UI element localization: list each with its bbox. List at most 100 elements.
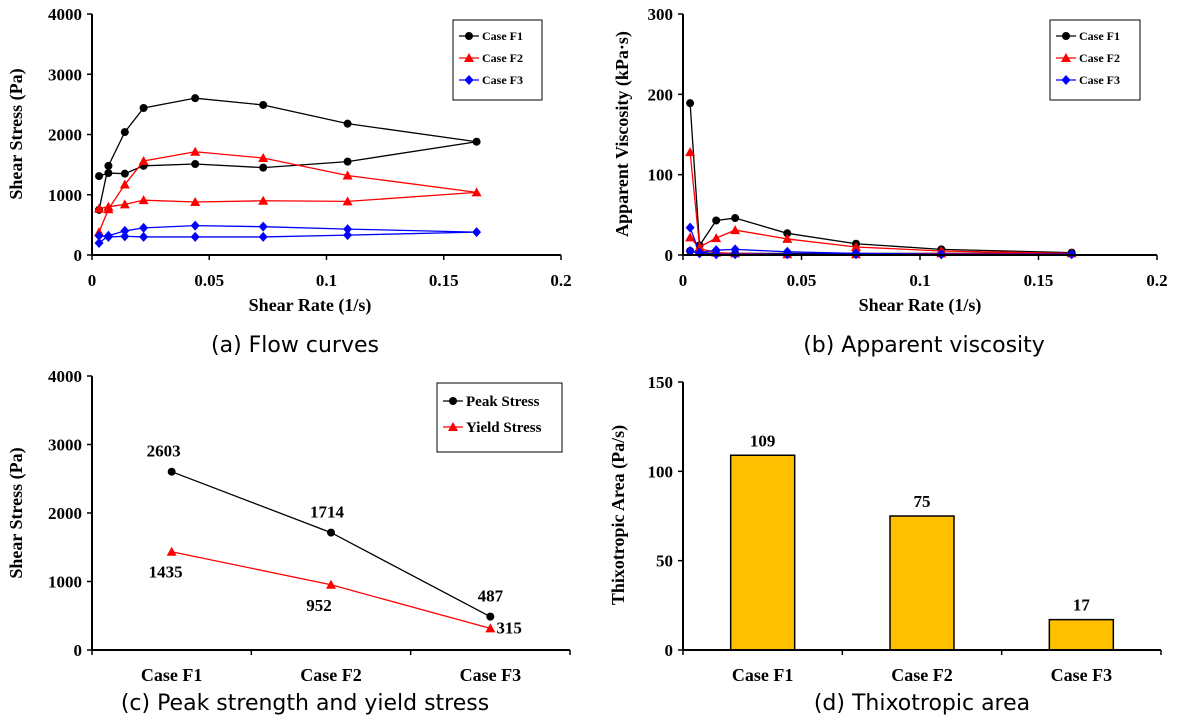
x-tick-label: 0.15 [429,271,459,290]
y-tick-label: 2000 [48,126,82,145]
data-point [166,546,177,556]
data-point [711,233,722,243]
data-point [712,216,721,225]
data-point [343,224,353,235]
data-point [139,103,148,112]
chart-caption: (d) Thixotropic area [814,691,1030,716]
chart-caption: (b) Apparent viscosity [803,333,1045,358]
chart-a: 0 1000 2000 3000 4000 0 0.05 0.1 0.15 0.2 Shear Ra… [6,5,572,358]
data-point [139,231,149,242]
data-point [342,196,353,206]
data-point [259,163,268,172]
bar [729,454,796,651]
y-tick-label: 4000 [48,5,82,24]
data-point [342,170,353,180]
data-label: 1435 [149,563,183,582]
x-tick-label: Case F1 [141,665,203,685]
data-label: 315 [496,618,522,637]
x-tick-label: 0.05 [787,271,817,290]
data-point [191,94,200,103]
data-point [327,528,335,537]
y-tick-label: 100 [648,462,674,481]
y-tick-label: 150 [648,373,674,392]
data-point [486,612,495,621]
series [685,147,1077,259]
y-tick-label: 0 [665,246,674,265]
series [94,146,482,237]
legend-label: Case F2 [1079,51,1120,65]
data-label: 109 [750,431,776,450]
data-point [120,225,130,236]
legend-marker [465,32,473,40]
data-point [258,152,269,162]
chart-d: 0 50 100 150 Case F1 Case F2 Case F3 109 75 17 Thi… [608,373,1162,716]
y-axis-label: Apparent Viscosity (kPa·s) [612,31,633,237]
data-point [685,222,695,233]
y-tick-label: 0 [74,641,83,660]
data-point [190,196,201,206]
x-tick-label: 0.1 [909,271,930,290]
data-point [94,237,104,248]
chart-c: 0 1000 2000 3000 4000 Case F1 Case F2 Case F3 26… [6,367,571,716]
data-point [167,467,176,476]
data-point [94,230,104,241]
x-tick-label: 0 [679,271,688,290]
data-point [685,147,696,157]
data-point [120,169,129,178]
legend-marker [464,53,474,62]
data-point [120,128,129,137]
y-tick-label: 4000 [48,367,82,386]
data-point [258,195,269,205]
data-point [343,230,353,241]
data-point [190,146,201,156]
series-line [98,97,477,210]
series-line [98,151,477,233]
y-axis-label: Shear Stress (Pa) [6,68,27,199]
y-tick-label: 1000 [48,186,82,205]
data-point [259,100,268,109]
bar [889,515,955,651]
data-label: 1714 [310,503,345,522]
data-point [686,99,695,108]
data-point [190,231,200,242]
series-line [689,103,1072,255]
legend-label: Case F1 [1079,29,1120,43]
legend-marker [1061,75,1071,85]
x-tick-label: 0.2 [1146,271,1167,290]
x-tick-label: 0.15 [1024,271,1054,290]
y-tick-label: 100 [648,166,674,185]
data-label: 952 [306,596,332,615]
x-axis-label: Shear Rate (1/s) [859,295,982,316]
data-point [695,248,705,259]
x-tick-label: 0.1 [316,271,337,290]
data-label: 487 [478,587,504,606]
y-tick-label: 3000 [48,65,82,84]
x-tick-label: Case F3 [460,665,522,685]
data-point [95,172,104,181]
y-tick-label: 300 [648,5,674,24]
legend-marker [1062,32,1070,40]
y-tick-label: 200 [648,85,674,104]
series: 1435 952 315 [149,546,522,637]
data-point [104,161,113,170]
x-tick-label: Case F1 [732,665,794,685]
data-point [343,119,352,128]
data-point [119,199,130,209]
data-point [782,233,793,243]
y-axis-label: Shear Stress (Pa) [6,447,27,578]
data-point [120,231,130,242]
legend-marker [448,422,458,431]
legend-label: Case F1 [482,29,523,43]
data-point [343,157,352,166]
data-point [783,229,792,238]
legend-marker [449,397,457,405]
bar [1048,618,1115,651]
y-tick-label: 1000 [48,573,82,592]
data-point [138,156,149,166]
data-point [258,231,268,242]
legend: Case F1 Case F2 Case F3 [1049,19,1141,101]
legend-label: Case F2 [482,51,523,65]
data-label: 17 [1073,596,1091,615]
x-tick-label: 0 [88,271,97,290]
